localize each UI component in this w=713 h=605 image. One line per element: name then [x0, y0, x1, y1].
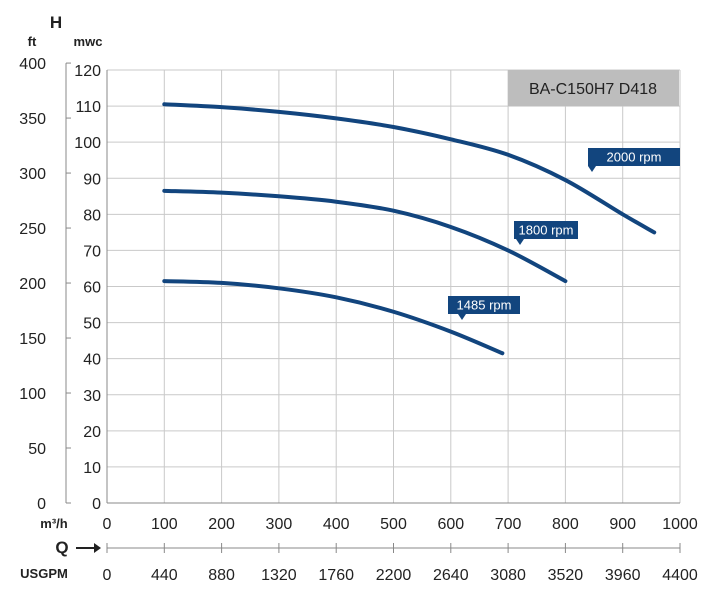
rpm-callout-label: 1800 rpm — [519, 223, 574, 238]
axis-layer: 0 10 20 30 40 50 60 70 80 90 100 110 120 0 100 200 300 40… — [19, 56, 698, 584]
x-axis-unit-m3h: m³/h — [40, 516, 68, 531]
x-tick-label-m3h: 1000 — [662, 516, 698, 533]
x-axis-symbol: Q — [55, 538, 68, 557]
y-tick-label-mwc: 70 — [83, 243, 101, 260]
rpm-callout-pointer — [458, 314, 466, 320]
y-tick-label-mwc: 40 — [83, 352, 101, 369]
x-tick-label-m3h: 100 — [151, 516, 178, 533]
y-tick-label-ft: 100 — [19, 386, 46, 403]
y-tick-label-ft: 350 — [19, 111, 46, 128]
curve-1485-rpm — [162, 279, 505, 356]
x-tick-label-m3h: 800 — [552, 516, 579, 533]
y-axis-unit-ft: ft — [28, 34, 37, 49]
x-tick-label-usgpm: 4400 — [662, 567, 698, 584]
x-tick-label-m3h: 700 — [495, 516, 522, 533]
x-tick-label-usgpm: 880 — [208, 567, 235, 584]
x-tick-label-m3h: 200 — [208, 516, 235, 533]
x-tick-label-m3h: 500 — [380, 516, 407, 533]
rpm-callout-label: 2000 rpm — [607, 150, 662, 165]
y-tick-label-mwc: 110 — [75, 99, 101, 116]
y-tick-label-mwc: 120 — [74, 63, 101, 80]
y-tick-label-ft: 50 — [28, 441, 46, 458]
y-tick-label-mwc: 90 — [83, 171, 101, 188]
x-tick-label-usgpm: 0 — [103, 567, 112, 584]
y-tick-label-mwc: 100 — [74, 135, 101, 152]
y-tick-label-mwc: 20 — [83, 424, 101, 441]
x-axis-unit-usgpm: USGPM — [20, 566, 68, 581]
x-tick-label-usgpm: 2640 — [433, 567, 469, 584]
x-tick-label-m3h: 300 — [266, 516, 293, 533]
x-tick-label-usgpm: 1320 — [261, 567, 297, 584]
chart-title: BA-C150H7 D418 — [529, 81, 657, 98]
rpm-callout-box — [588, 148, 680, 166]
y-tick-label-ft: 200 — [19, 276, 46, 293]
x-tick-label-usgpm: 3960 — [605, 567, 641, 584]
x-tick-label-usgpm: 440 — [151, 567, 178, 584]
callout-layer: 2000 rpm 1800 rpm 1485 rpm — [448, 148, 680, 320]
y-tick-label-mwc: 10 — [83, 460, 101, 477]
rpm-callout-pointer — [588, 166, 596, 172]
y-tick-label-mwc: 30 — [83, 388, 101, 405]
rpm-callout-box — [514, 221, 578, 239]
y-tick-label-ft: 300 — [19, 166, 46, 183]
y-tick-label-mwc: 60 — [83, 280, 101, 297]
rpm-callout-box — [448, 296, 520, 314]
x-tick-label-m3h: 600 — [437, 516, 464, 533]
x-tick-label-m3h: 900 — [609, 516, 636, 533]
y-tick-label-ft: 250 — [19, 221, 46, 238]
x-axis-arrow-icon — [76, 543, 101, 553]
x-tick-label-usgpm: 2200 — [376, 567, 412, 584]
title-box — [508, 70, 679, 106]
grid-layer — [107, 69, 681, 503]
y-axis-unit-mwc: mwc — [74, 34, 103, 49]
y-tick-label-ft: 150 — [19, 331, 46, 348]
curve-2000-rpm — [162, 102, 657, 235]
x-tick-label-m3h: 0 — [103, 516, 112, 533]
curve-1800-rpm — [162, 188, 568, 284]
y-tick-label-mwc: 0 — [92, 496, 101, 513]
y-tick-label-mwc: 50 — [83, 316, 101, 333]
x-tick-label-usgpm: 1760 — [318, 567, 354, 584]
x-tick-label-usgpm: 3080 — [490, 567, 526, 584]
rpm-callout-pointer — [516, 239, 524, 245]
series-layer — [162, 102, 657, 356]
rpm-callout-label: 1485 rpm — [457, 298, 512, 313]
y-tick-label-ft: 400 — [19, 56, 46, 73]
y-tick-label-ft: 0 — [37, 496, 46, 513]
y-tick-label-mwc: 80 — [83, 207, 101, 224]
x-tick-label-usgpm: 3520 — [548, 567, 584, 584]
x-tick-label-m3h: 400 — [323, 516, 350, 533]
y-axis-symbol: H — [50, 13, 62, 32]
